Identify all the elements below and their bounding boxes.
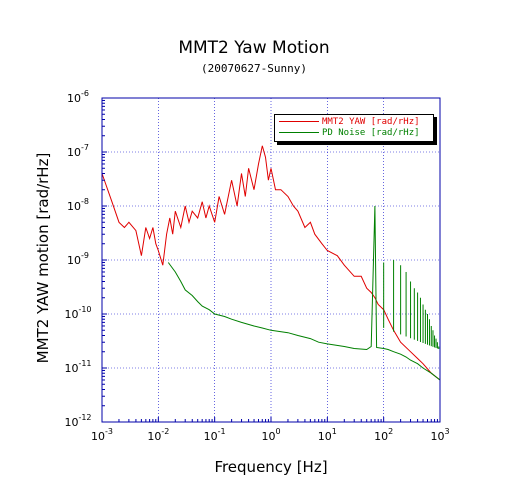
y-tick-label: 10-9 xyxy=(67,251,89,267)
legend-item-pd-noise: PD Noise [rad/rHz] xyxy=(279,127,420,139)
chart-title: MMT2 Yaw Motion xyxy=(178,38,330,58)
chart-subtitle: (20070627-Sunny) xyxy=(201,62,307,75)
series-line-yaw xyxy=(101,145,441,381)
x-axis-label: Frequency [Hz] xyxy=(214,458,328,476)
legend-label-yaw: MMT2 YAW [rad/rHz] xyxy=(322,117,420,127)
y-tick-label: 10-7 xyxy=(67,143,89,159)
legend: MMT2 YAW [rad/rHz] PD Noise [rad/rHz] xyxy=(274,114,434,142)
y-tick-label: 10-8 xyxy=(67,197,89,213)
legend-swatch-yaw xyxy=(279,121,319,122)
y-axis-label: MMT2 YAW motion [rad/rHz] xyxy=(34,152,52,364)
y-tick-label: 10-12 xyxy=(64,413,91,429)
legend-label-pd-noise: PD Noise [rad/rHz] xyxy=(322,128,420,138)
x-tick-label: 10-1 xyxy=(204,427,226,443)
y-tick-label: 10-6 xyxy=(67,89,89,105)
x-tick-label: 10-3 xyxy=(91,427,113,443)
y-tick-labels: 10-12 10-11 10-10 10-9 10-8 10-7 10-6 xyxy=(64,89,91,429)
x-tick-label: 101 xyxy=(318,427,337,443)
x-tick-label: 100 xyxy=(261,427,280,443)
series-line-pd-noise xyxy=(167,205,441,381)
legend-swatch-pd-noise xyxy=(279,132,319,133)
x-tick-label: 10-2 xyxy=(147,427,169,443)
y-tick-label: 10-11 xyxy=(64,359,91,375)
grid xyxy=(102,98,440,422)
legend-item-yaw: MMT2 YAW [rad/rHz] xyxy=(279,116,420,128)
y-tick-label: 10-10 xyxy=(64,305,91,321)
x-tick-labels: 10-3 10-2 10-1 100 101 102 103 xyxy=(91,427,450,443)
series-group xyxy=(101,145,441,381)
x-tick-label: 103 xyxy=(430,427,449,443)
x-tick-label: 102 xyxy=(374,427,393,443)
tick-marks xyxy=(101,97,441,423)
